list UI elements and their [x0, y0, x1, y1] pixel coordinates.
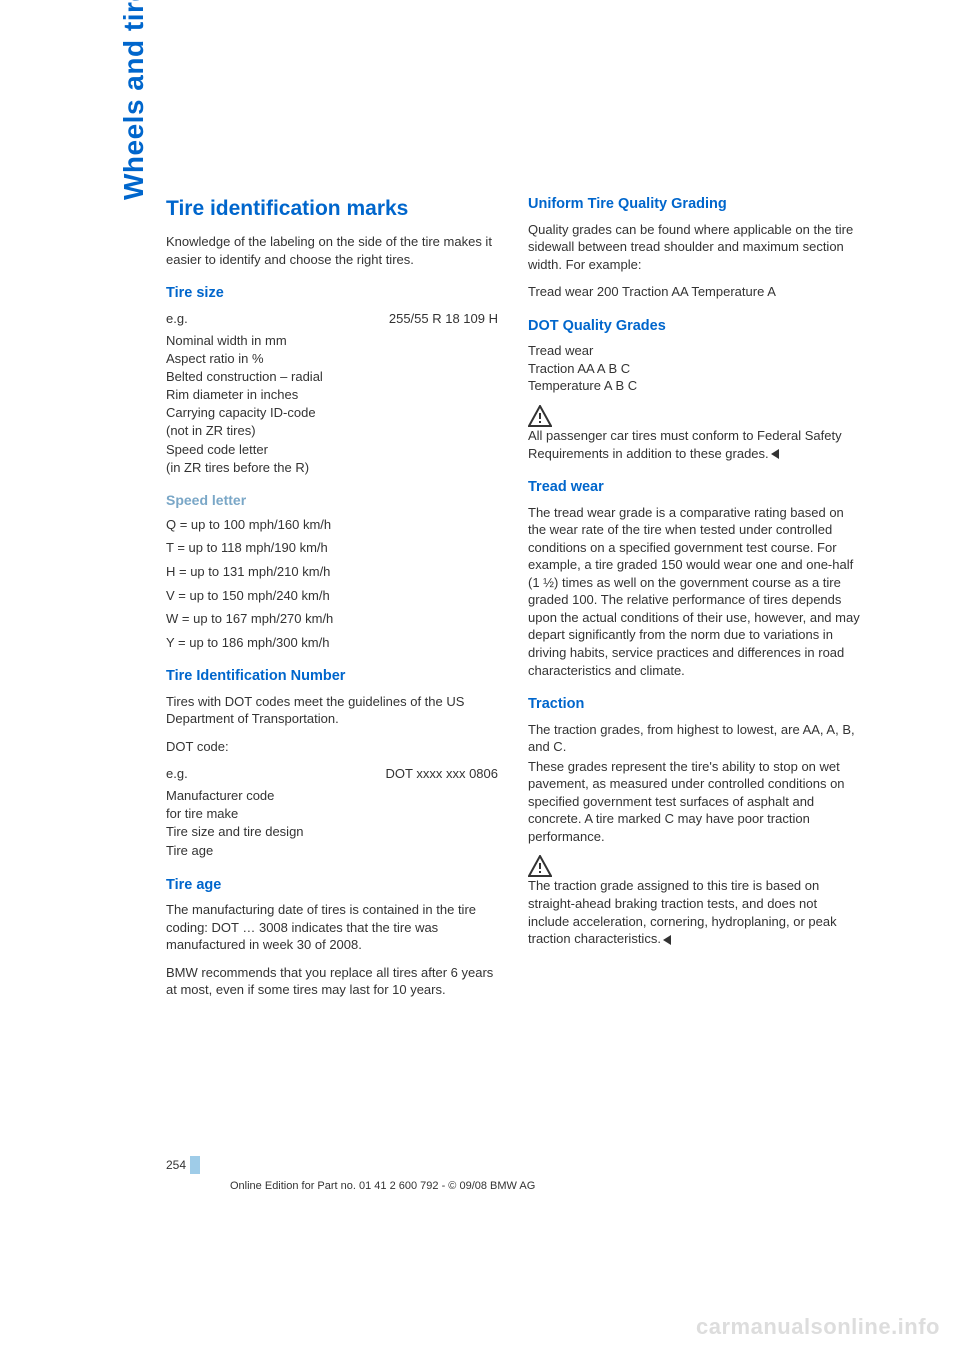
tire-age-text: The manufacturing date of tires is conta…: [166, 901, 498, 954]
eg-label: e.g.: [166, 765, 188, 783]
heading-tread-wear: Tread wear: [528, 478, 860, 498]
heading-utqg: Uniform Tire Quality Grading: [528, 195, 860, 215]
traction-text: These grades represent the tire's abilit…: [528, 758, 860, 846]
right-column: Uniform Tire Quality Grading Quality gra…: [528, 195, 860, 1009]
warning-text: All passenger car tires must conform to …: [528, 428, 842, 461]
left-column: Tire identification marks Knowledge of t…: [166, 195, 498, 1009]
speed-item: H = up to 131 mph/210 km/h: [166, 563, 498, 581]
page-number-marker: [190, 1156, 200, 1174]
tin-text: DOT code:: [166, 738, 498, 756]
heading-traction: Traction: [528, 695, 860, 715]
warning-text: The traction grade assigned to this tire…: [528, 878, 837, 946]
footer-text: Online Edition for Part no. 01 41 2 600 …: [230, 1180, 535, 1192]
heading-tire-size: Tire size: [166, 284, 498, 304]
diagram-label: Manufacturer code: [166, 787, 498, 805]
page-number-value: 254: [166, 1158, 186, 1172]
warning-note: The traction grade assigned to this tire…: [528, 855, 860, 947]
page-number: 254: [166, 1156, 200, 1174]
diagram-label: Tire age: [166, 842, 498, 860]
heading-tin: Tire Identification Number: [166, 667, 498, 687]
diagram-label: Speed code letter: [166, 441, 498, 459]
tire-size-code: 255/55 R 18 109 H: [389, 310, 498, 328]
speed-item: Y = up to 186 mph/300 km/h: [166, 634, 498, 652]
tread-wear-text: The tread wear grade is a comparative ra…: [528, 504, 860, 679]
dot-diagram: e.g. DOT xxxx xxx 0806 Manufacturer code…: [166, 765, 498, 859]
speed-item: V = up to 150 mph/240 km/h: [166, 587, 498, 605]
heading-dot-grades: DOT Quality Grades: [528, 317, 860, 337]
diagram-label: (in ZR tires before the R): [166, 459, 498, 477]
intro-text: Knowledge of the labeling on the side of…: [166, 233, 498, 268]
watermark: carmanualsonline.info: [696, 1314, 940, 1340]
heading-tire-age: Tire age: [166, 876, 498, 896]
tire-age-text: BMW recommends that you replace all tire…: [166, 964, 498, 999]
utqg-text: Quality grades can be found where applic…: [528, 221, 860, 274]
tin-text: Tires with DOT codes meet the guidelines…: [166, 693, 498, 728]
heading-speed-letter: Speed letter: [166, 491, 498, 510]
warning-icon: [528, 405, 552, 427]
diagram-label: (not in ZR tires): [166, 422, 498, 440]
section-tab: Wheels and tires: [118, 0, 150, 200]
diagram-label: Aspect ratio in %: [166, 350, 498, 368]
end-marker-icon: [663, 935, 671, 945]
dot-grades-text: Tread wear Traction AA A B C Temperature…: [528, 342, 860, 395]
eg-label: e.g.: [166, 310, 188, 328]
speed-item: W = up to 167 mph/270 km/h: [166, 610, 498, 628]
diagram-label: Rim diameter in inches: [166, 386, 498, 404]
diagram-label: Tire size and tire design: [166, 823, 498, 841]
warning-icon: [528, 855, 552, 877]
speed-item: T = up to 118 mph/190 km/h: [166, 539, 498, 557]
traction-text: The traction grades, from highest to low…: [528, 721, 860, 756]
diagram-label: Nominal width in mm: [166, 332, 498, 350]
warning-note: All passenger car tires must conform to …: [528, 405, 860, 462]
diagram-label: Belted construction – radial: [166, 368, 498, 386]
dot-code: DOT xxxx xxx 0806: [386, 765, 498, 783]
end-marker-icon: [771, 449, 779, 459]
diagram-label: for tire make: [166, 805, 498, 823]
diagram-label: Carrying capacity ID-code: [166, 404, 498, 422]
utqg-text: Tread wear 200 Traction AA Temperature A: [528, 283, 860, 301]
page-content: Tire identification marks Knowledge of t…: [116, 195, 860, 1009]
tire-size-diagram: e.g. 255/55 R 18 109 H Nominal width in …: [166, 310, 498, 477]
speed-item: Q = up to 100 mph/160 km/h: [166, 516, 498, 534]
page-title: Tire identification marks: [166, 195, 498, 223]
